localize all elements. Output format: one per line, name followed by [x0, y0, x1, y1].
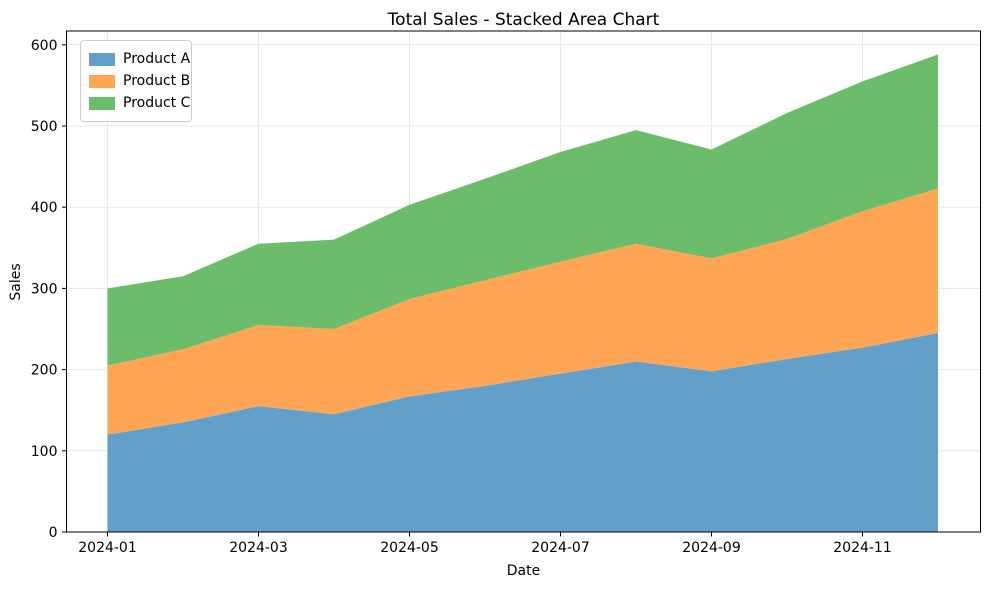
- chart-title: Total Sales - Stacked Area Chart: [387, 10, 660, 30]
- y-tick-label: 0: [49, 525, 58, 541]
- x-tick-label: 2024-09: [682, 540, 741, 556]
- legend-label-product-b: Product B: [123, 73, 191, 89]
- x-tick-label: 2024-11: [833, 540, 892, 556]
- legend-label-product-c: Product C: [123, 95, 191, 111]
- x-tick-label: 2024-07: [531, 540, 590, 556]
- axis-ticks: 0 100 200 300 400 500 600 2024-01 2024-03 2024-05…: [31, 38, 892, 556]
- x-tick-label: 2024-03: [229, 540, 288, 556]
- y-tick-label: 500: [31, 119, 58, 135]
- y-tick-label: 100: [31, 444, 58, 460]
- legend-swatch-product-a: [89, 52, 115, 66]
- x-tick-label: 2024-05: [380, 540, 439, 556]
- x-tick-label: 2024-01: [78, 540, 137, 556]
- area-product-b: [107, 188, 938, 435]
- y-axis-label: Sales: [8, 263, 24, 301]
- y-tick-label: 600: [31, 38, 58, 54]
- legend-item-product-a: Product A: [89, 48, 190, 70]
- legend-swatch-product-b: [89, 74, 115, 88]
- x-axis-label: Date: [506, 563, 541, 579]
- legend-item-product-b: Product B: [89, 70, 190, 92]
- y-tick-label: 300: [31, 281, 58, 297]
- legend-item-product-c: Product C: [89, 92, 190, 114]
- plot-border: [66, 30, 981, 533]
- area-product-c: [107, 54, 938, 366]
- legend-label-product-a: Product A: [123, 51, 191, 67]
- legend: Product A Product B Product C: [80, 40, 192, 122]
- y-tick-label: 200: [31, 363, 58, 379]
- area-product-a: [107, 333, 938, 532]
- y-tick-label: 400: [31, 200, 58, 216]
- area-series: [107, 54, 938, 532]
- legend-swatch-product-c: [89, 96, 115, 110]
